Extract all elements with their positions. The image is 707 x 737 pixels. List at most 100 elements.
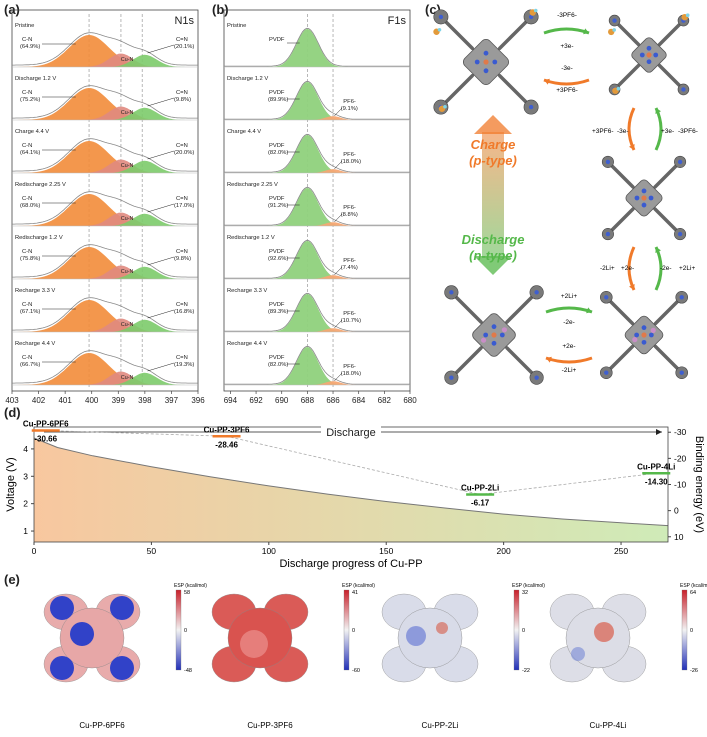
cun-label: Cu-N — [121, 163, 134, 169]
binding-energy-label: -14.30 — [645, 477, 668, 486]
colorbar-mid: 0 — [522, 628, 525, 634]
pyrrole-n — [634, 195, 640, 201]
pyrrole-n — [492, 59, 498, 65]
molecule-cu-pp-2li — [599, 290, 689, 380]
colorbar-title: ESP (kcal/mol) — [680, 583, 707, 589]
arm — [615, 21, 641, 47]
arrow-mid-lower-left-head — [629, 284, 635, 290]
pvdf-label: PVDF — [269, 302, 285, 308]
pyrrole-n — [483, 332, 489, 338]
arrow-mid-lower-right-head — [655, 247, 661, 253]
x-tick-label: 0 — [32, 546, 37, 556]
pyrrole-n — [641, 188, 647, 194]
ceqn-pointer — [147, 256, 175, 266]
cn-label: C-N — [22, 196, 32, 202]
f-atom — [612, 28, 616, 32]
arm — [453, 294, 483, 324]
pf6-peak — [312, 169, 357, 173]
cun-peak — [78, 159, 167, 173]
top-arrow-label-4: +3PF6- — [556, 87, 578, 94]
ceqn-label: C=N — [176, 90, 188, 96]
n-atom — [528, 104, 534, 110]
panel-label-b: (b) — [212, 2, 229, 17]
pvdf-percent: (89.3%) — [268, 309, 288, 315]
pf6-peak — [312, 328, 357, 332]
n-atom — [681, 87, 686, 92]
ceqn-percent: (9.8%) — [174, 97, 191, 103]
cn-peak — [12, 141, 185, 173]
esp-map-1 — [43, 593, 141, 683]
envelope-curve — [224, 239, 410, 279]
ceqn-percent: (16.8%) — [174, 309, 194, 315]
pf6-peak — [312, 381, 357, 385]
pf6-pointer — [334, 266, 343, 276]
ceqn-label: C=N — [176, 196, 188, 202]
charge-label: Charge — [471, 137, 516, 152]
cun-label: Cu-N — [121, 110, 134, 116]
arm — [607, 344, 635, 372]
pf6-label: PF6- — [343, 258, 356, 264]
pvdf-label: PVDF — [269, 196, 285, 202]
n-atom — [604, 370, 609, 375]
state-label: Recharge 3.3 V — [227, 288, 267, 294]
envelope-curve — [12, 32, 198, 66]
mid-lower-left-2: +2e- — [621, 265, 634, 272]
arrow-bottom-back-head — [546, 356, 552, 363]
pvdf-percent: (89.9%) — [268, 97, 288, 103]
cu-atom — [641, 195, 647, 201]
x-tick-label: 397 — [165, 396, 179, 405]
x-tick-label: 150 — [379, 546, 393, 556]
n-atom — [612, 18, 617, 23]
y2-tick-label: -20 — [674, 453, 687, 463]
esp-core — [397, 607, 463, 669]
pyrrole-n — [648, 332, 654, 338]
x-tick-label: 400 — [85, 396, 99, 405]
binding-energy-label: -6.17 — [471, 499, 490, 508]
arm — [653, 298, 681, 326]
y2-tick-label: -10 — [674, 480, 687, 490]
ceqn-label: C=N — [176, 355, 188, 361]
esp-caption: Cu-PP-2Li — [422, 721, 459, 730]
n1s-xps-chart: N1sPristineC-N(64.9%)Cu-NC=N(20.1%)Disch… — [5, 9, 205, 405]
binding-name: Cu-PP-4Li — [637, 462, 675, 471]
ceqn-pointer — [147, 309, 175, 319]
arm — [453, 346, 483, 376]
arm — [657, 63, 683, 89]
arrow-top-back — [543, 78, 590, 86]
cu-atom — [491, 332, 497, 338]
esp-negative-region — [110, 596, 134, 620]
n-atom — [605, 231, 611, 237]
n-atom — [449, 290, 454, 295]
arrow-top-forward-head — [583, 28, 589, 35]
y-tick-label: 2 — [23, 499, 28, 509]
ceqn-peak — [110, 319, 190, 332]
discharge-sublabel: (n-type) — [469, 248, 517, 263]
pf6-peak — [312, 275, 357, 279]
top-arrow-label-3: -3e- — [561, 65, 573, 72]
state-label: Discharge 1.2 V — [227, 76, 268, 82]
colorbar-min: -26 — [690, 668, 698, 674]
esp-negative-region — [70, 622, 94, 646]
y-tick-label: 3 — [23, 471, 28, 481]
n-atom — [677, 231, 683, 237]
title-bg — [321, 426, 381, 438]
state-label: Recharge 4.4 V — [15, 341, 55, 347]
ceqn-label: C=N — [176, 249, 188, 255]
x-tick-label: 680 — [403, 396, 417, 405]
x-tick-label: 396 — [191, 396, 205, 405]
ceqn-peak — [110, 160, 190, 173]
n-atom — [677, 159, 683, 165]
arrow-mid-upper-left — [627, 107, 636, 151]
pvdf-peak — [256, 29, 359, 67]
pf6-peak — [312, 116, 357, 120]
cn-label: C-N — [22, 90, 32, 96]
cn-peak — [12, 194, 185, 226]
n-atom — [449, 375, 454, 380]
pf6-pointer — [334, 160, 343, 170]
arrow-mid-upper-left-head — [628, 144, 635, 150]
pvdf-label: PVDF — [269, 249, 285, 255]
cn-peak — [12, 353, 185, 385]
cun-peak — [78, 265, 167, 279]
mid-upper-right-1: +3e- — [661, 128, 674, 135]
colorbar-max: 32 — [522, 590, 528, 596]
